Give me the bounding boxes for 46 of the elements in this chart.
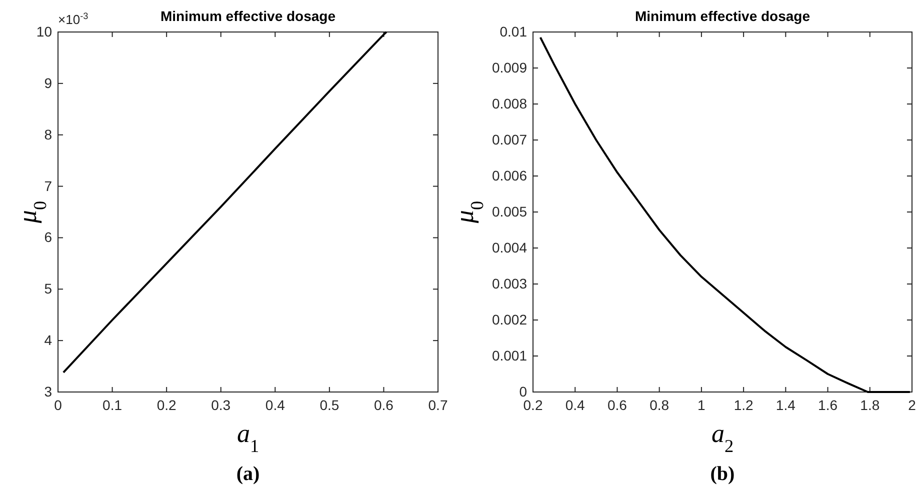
y-tick-label: 5: [44, 280, 52, 297]
x-tick-label: 1: [698, 396, 706, 413]
x-axis-title: a$_{1}$: [236, 419, 260, 456]
x-tick-label: 2: [908, 396, 916, 413]
y-tick-label: 0.004: [492, 239, 528, 256]
y-tick-label: 6: [44, 229, 52, 246]
x-tick-label: 0.4: [565, 396, 586, 413]
y-tick-label: 3: [44, 383, 52, 400]
x-axis-title: a$_{2}$: [711, 419, 734, 456]
line-series: [539, 36, 911, 393]
x-tick-label: 1.2: [734, 396, 754, 413]
y-tick-label: 0.003: [492, 275, 528, 292]
text: (a): [236, 463, 260, 485]
y-tick-label: 9: [44, 74, 52, 91]
y-tick-label: 7: [44, 178, 52, 194]
chart-title: Minimum effective dosage: [634, 8, 810, 24]
text: ×10$^{-3}$: [58, 11, 88, 27]
x-tick-label: 0.1: [102, 396, 122, 413]
x-tick-label: 0.4: [265, 396, 286, 413]
text: (b): [710, 463, 735, 485]
y-tick-label: 4: [44, 332, 52, 348]
y-tick-label: 0.01: [500, 23, 528, 40]
x-tick-label: 1.6: [818, 396, 838, 413]
y-tick-label: 0.005: [492, 203, 528, 220]
y-tick-label: 0.002: [492, 311, 528, 328]
y-tick-label: 0.007: [492, 131, 528, 148]
y-tick-label: 0.009: [492, 59, 528, 76]
x-tick-label: 0.6: [607, 396, 628, 413]
x-tick-label: 0.7: [428, 396, 448, 413]
y-tick-label: 0: [519, 383, 528, 400]
y-tick-label: 10: [36, 23, 52, 40]
x-tick-label: 0.2: [523, 396, 543, 413]
y-tick-label: 0.001: [492, 347, 528, 364]
x-tick-label: 1.4: [776, 396, 796, 413]
x-tick-label: 1.8: [860, 396, 880, 413]
x-tick-label: 0.5: [320, 396, 340, 413]
chart-title: Minimum effective dosage: [160, 8, 336, 24]
line-series: [62, 31, 388, 374]
y-tick-label: 0.006: [492, 167, 528, 184]
x-tick-label: 0.3: [211, 396, 231, 413]
y-tick-label: 8: [44, 126, 52, 142]
x-tick-label: 0.8: [650, 396, 670, 413]
x-tick-label: 0: [54, 396, 62, 413]
y-tick-label: 0.008: [492, 95, 528, 112]
x-tick-label: 0.6: [374, 396, 394, 413]
x-tick-label: 0.2: [156, 396, 177, 413]
